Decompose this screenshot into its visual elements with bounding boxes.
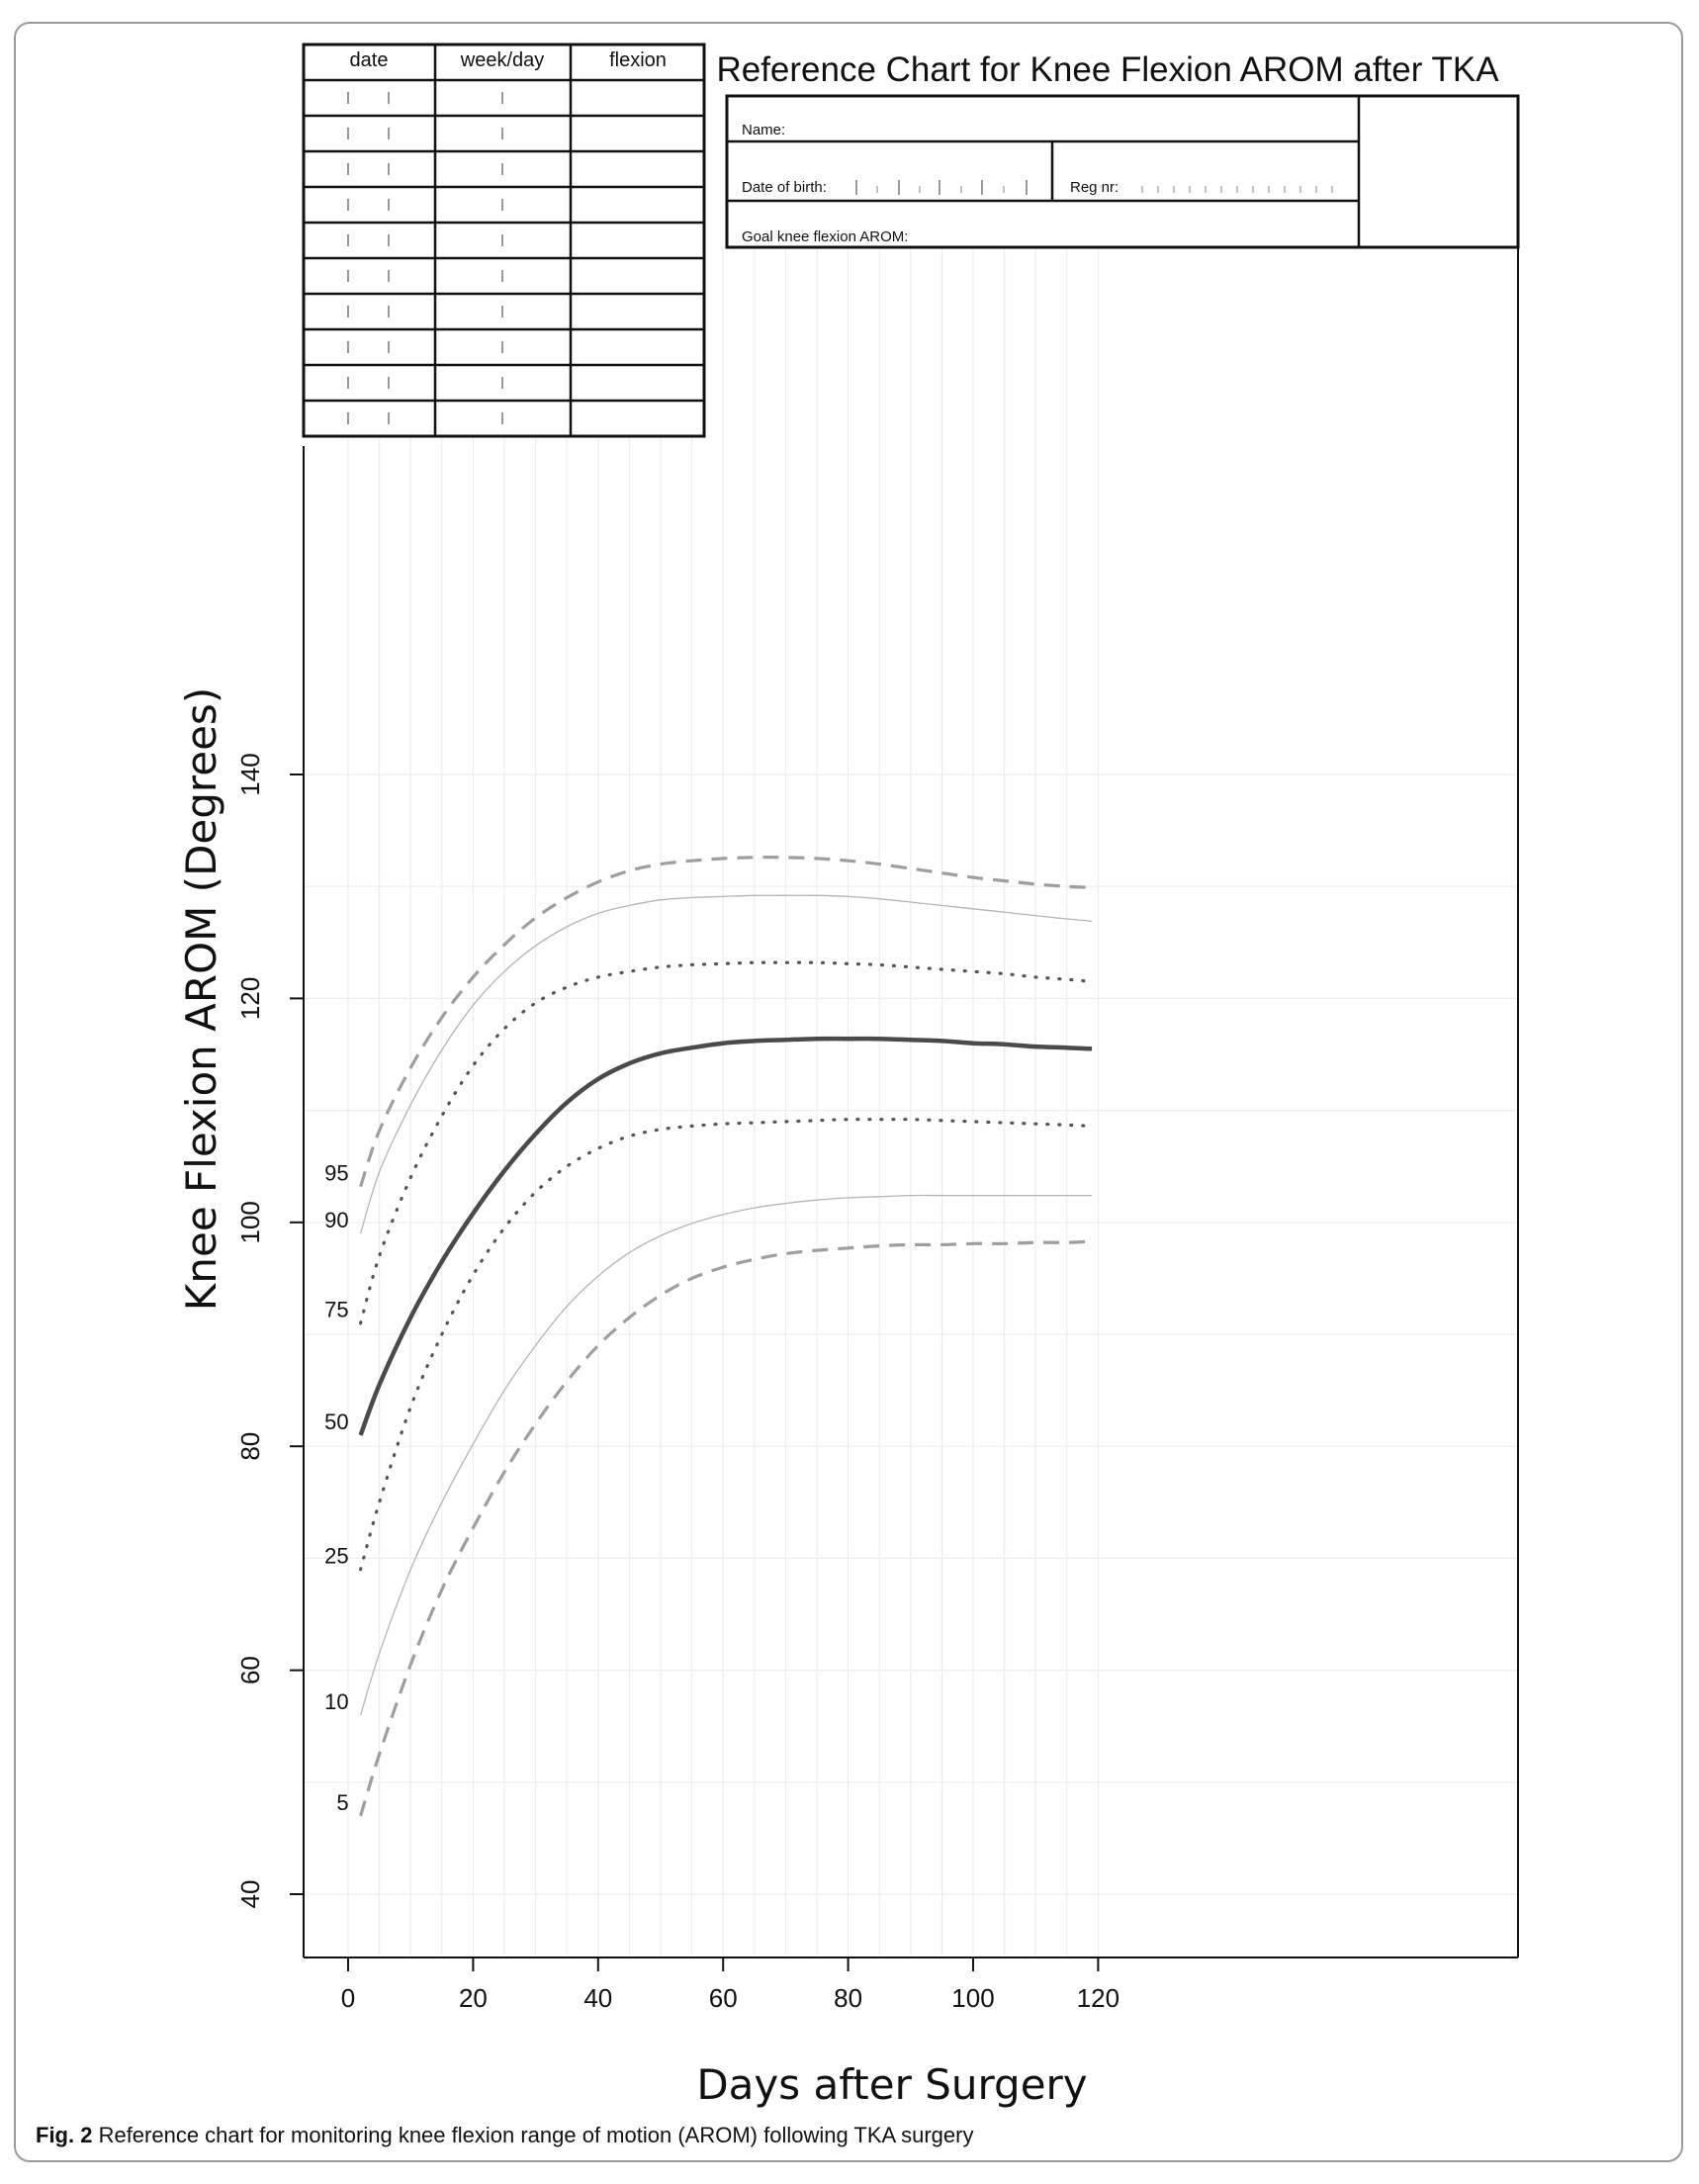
y-tick-label: 100 [235,1201,265,1243]
caption-fig-label: Fig. 2 [36,2123,93,2147]
percentile-label-p25: 25 [324,1544,348,1569]
caption-text: Reference chart for monitoring knee flex… [92,2123,974,2147]
series-line-p75 [359,960,1094,1325]
form-goal-label: Goal knee flexion AROM: [742,228,908,245]
percentile-labels: 95 90 75 50 25 10 5 [324,1161,348,1815]
table-header-week-day: week/day [460,49,545,71]
x-tick-label: 120 [1077,1983,1119,2013]
percentile-label-p90: 90 [324,1208,348,1232]
series-line-p90 [359,894,1093,1234]
series-line-p95 [359,856,1093,1188]
percentile-label-p5: 5 [336,1790,348,1815]
table-rows [304,78,704,424]
percentile-curves [358,856,1094,1817]
x-tick-label: 80 [834,1983,862,2013]
x-tick-label: 20 [459,1983,488,2013]
figure-caption: Fig. 2 Reference chart for monitoring kn… [36,2123,973,2148]
form-dob-label: Date of birth: [742,179,827,196]
axes [303,247,1519,1958]
patient-form: Name: Date of birth: Reg nr: Goal knee f… [725,94,1520,249]
form-tick-marks [855,180,1333,195]
record-table: date week/day flexion [302,43,706,438]
series-line-p50 [358,1036,1093,1436]
chart-title: Reference Chart for Knee Flexion AROM af… [716,50,1499,89]
x-tick-label: 100 [951,1983,994,2013]
tick-labels: 0 20 40 60 80 100 120 40 60 80 100 120 140 [235,753,1119,2013]
percentile-label-p10: 10 [324,1689,348,1714]
x-axis-title: Days after Surgery [696,2060,1087,2109]
y-tick-label: 120 [235,977,265,1020]
series-line-p25 [359,1118,1094,1572]
percentile-label-p50: 50 [324,1410,348,1434]
y-tick-label: 140 [235,753,265,795]
y-axis-title: Knee Flexion AROM (Degrees) [177,687,225,1311]
figure-frame [14,22,1683,2162]
form-reg-label: Reg nr: [1070,179,1118,196]
series-line-p10 [359,1194,1093,1716]
x-tick-label: 0 [341,1983,355,2013]
y-tick-label: 80 [235,1432,265,1461]
percentile-label-p95: 95 [324,1161,348,1186]
y-tick-label: 60 [235,1656,265,1684]
series-line-p5 [359,1239,1093,1817]
y-tick-label: 40 [235,1880,265,1909]
grid-lines [304,247,1518,1956]
form-name-label: Name: [742,122,785,138]
percentile-label-p75: 75 [324,1298,348,1322]
x-tick-label: 60 [709,1983,738,2013]
x-tick-label: 40 [583,1983,612,2013]
table-header-flexion: flexion [609,49,667,71]
table-header-date: date [350,49,389,71]
